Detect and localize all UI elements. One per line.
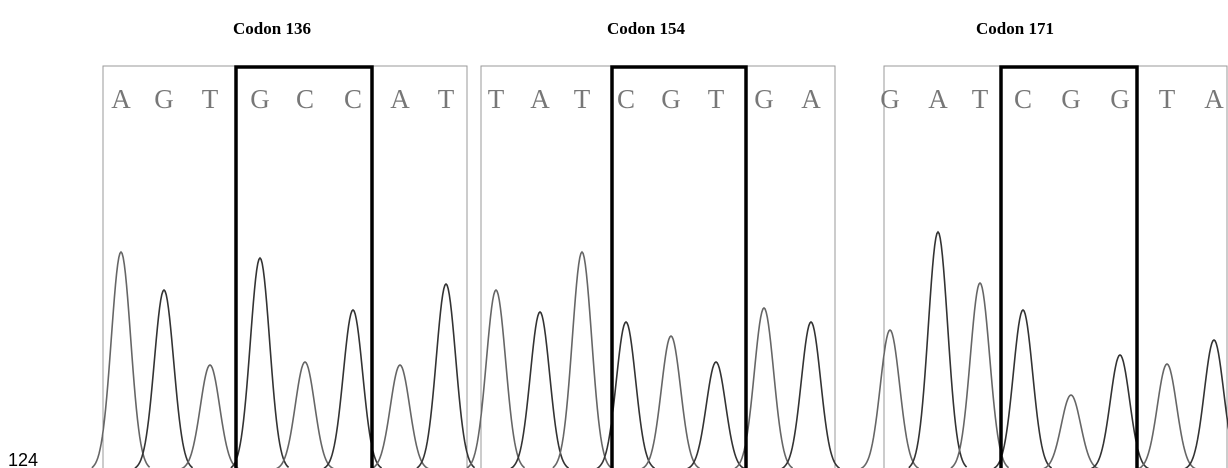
trace-peak [1185,340,1228,468]
base-call: C [1014,84,1032,114]
base-call: A [530,84,550,114]
trace-peak [1138,364,1195,468]
base-call: A [1204,84,1224,114]
trace-peak [861,330,918,468]
trace-peak [181,365,238,468]
trace-peak [135,290,192,468]
panel-frame [103,66,467,468]
base-call: C [617,84,635,114]
trace-peak [417,284,474,468]
trace-peak [276,362,333,468]
trace-peak [782,322,839,468]
panel-title: Codon 154 [607,19,685,38]
base-call: G [250,84,270,114]
trace-peak [467,290,524,468]
trace-peak [371,365,428,468]
base-call: G [880,84,900,114]
trace-peak [92,252,149,468]
trace-peak [687,362,744,468]
base-call: C [344,84,362,114]
base-call: T [574,84,591,114]
base-call: C [296,84,314,114]
base-call: G [754,84,774,114]
trace-peak [642,336,699,468]
base-call: G [1110,84,1130,114]
trace-peak [511,312,568,468]
base-call: A [390,84,410,114]
codon-box [1001,67,1137,468]
base-call: T [1159,84,1176,114]
panel-frame [884,66,1227,468]
base-call: T [708,84,725,114]
base-call: T [438,84,455,114]
trace-peak [1091,355,1148,468]
panel-title: Codon 171 [976,19,1054,38]
panel-title: Codon 136 [233,19,311,38]
base-call: A [928,84,948,114]
trace-peak [994,310,1051,468]
trace-peak [735,308,792,468]
base-call: T [488,84,505,114]
base-call: A [111,84,131,114]
panel-frame [481,66,835,468]
base-call: T [202,84,219,114]
trace-peak [909,232,966,468]
base-call: G [154,84,174,114]
trace-peak [1042,395,1099,468]
trace-peak [231,258,288,468]
base-call: G [1061,84,1081,114]
base-call: T [972,84,989,114]
trace-peak [597,322,654,468]
base-call: G [661,84,681,114]
trace-peak [553,252,610,468]
line-number: 124 [8,450,38,468]
figure: 124 Codon 136AGTGCCATCodon 154TATCGTGACo… [0,0,1228,468]
base-call: A [801,84,821,114]
